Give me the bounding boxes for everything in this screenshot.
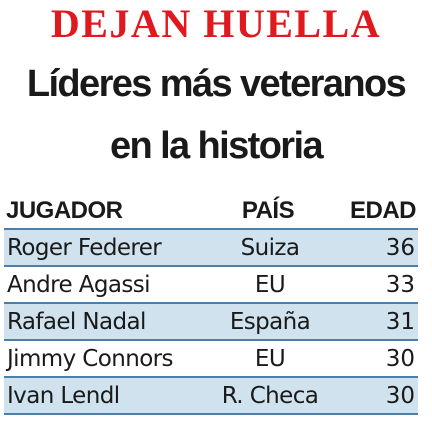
leaders-table: JUGADOR PAÍS EDAD Roger Federer Suiza 36…: [4, 195, 418, 415]
header-jugador: JUGADOR: [6, 197, 123, 224]
header-edad: EDAD: [349, 197, 417, 224]
table-row: Andre Agassi EU 33: [4, 267, 418, 304]
player-age: 31: [385, 309, 415, 335]
kicker-headline: DEJAN HUELLA: [50, 1, 382, 46]
player-age: 30: [385, 346, 415, 372]
player-name: Jimmy Connors: [7, 346, 174, 372]
player-name: Roger Federer: [7, 235, 162, 261]
player-name: Rafael Nadal: [7, 309, 146, 335]
player-name: Ivan Lendl: [7, 383, 120, 409]
player-country: EU: [254, 272, 286, 298]
player-country: EU: [254, 346, 286, 372]
table-row: Ivan Lendl R. Checa 30: [4, 378, 418, 415]
table-header: JUGADOR PAÍS EDAD: [4, 195, 418, 230]
player-country: R. Checa: [221, 383, 319, 409]
player-age: 30: [385, 383, 415, 409]
player-country: Suiza: [240, 235, 300, 261]
header-pais: PAÍS: [241, 197, 295, 224]
player-age: 36: [385, 235, 415, 261]
table-row: Roger Federer Suiza 36: [4, 230, 418, 267]
table-row: Rafael Nadal España 31: [4, 304, 418, 341]
player-age: 33: [385, 272, 415, 298]
title-line-1: Líderes más veteranos: [26, 63, 407, 105]
table-row: Jimmy Connors EU 30: [4, 341, 418, 378]
title-line-2: en la historia: [109, 125, 324, 167]
player-name: Andre Agassi: [7, 272, 151, 298]
player-country: España: [229, 309, 311, 335]
